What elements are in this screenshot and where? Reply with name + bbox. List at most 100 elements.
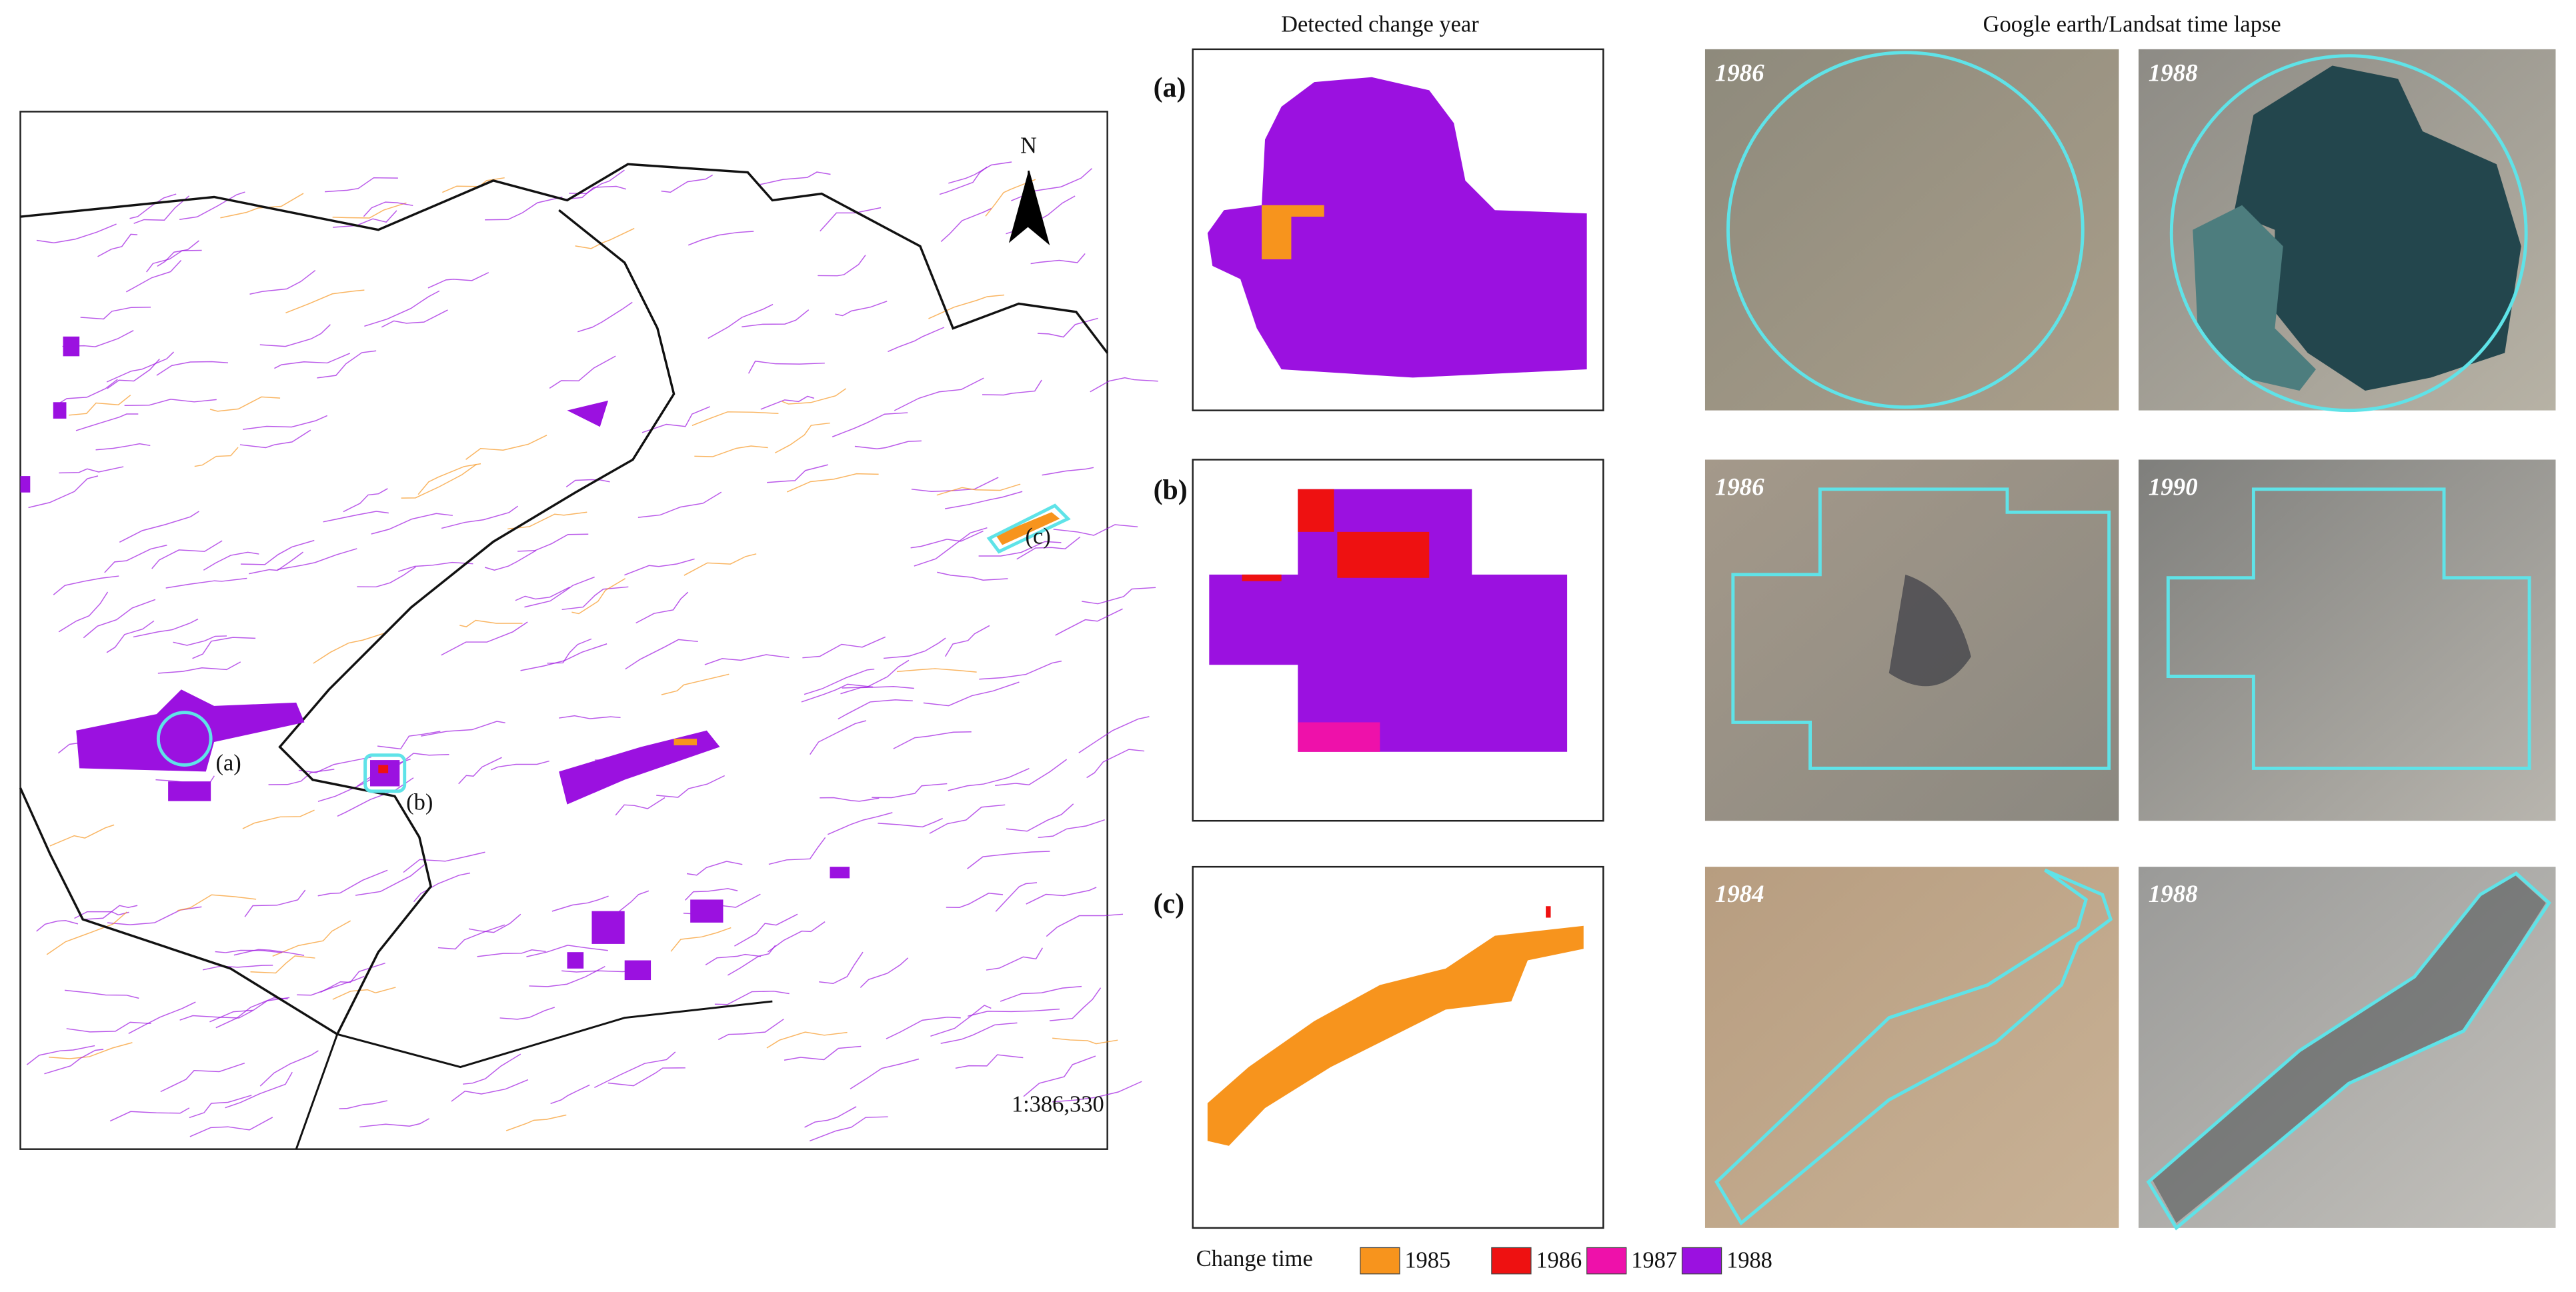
map-texture (624, 558, 695, 576)
site-outline (2169, 54, 2528, 413)
map-texture (910, 530, 984, 549)
map-texture (209, 997, 290, 1023)
map-texture (940, 208, 992, 243)
map-texture (804, 668, 875, 695)
map-texture (463, 1053, 521, 1085)
image (1704, 867, 2119, 1228)
map-texture (748, 360, 825, 374)
map-texture (458, 757, 502, 785)
patch (674, 739, 698, 745)
map-texture (490, 760, 549, 771)
map-texture (1042, 467, 1094, 476)
site-outline (1714, 868, 2113, 1226)
map-texture (313, 632, 387, 664)
map-texture (820, 207, 882, 232)
legend-title: Change time (1196, 1246, 1313, 1271)
map-texture (179, 191, 245, 220)
map-texture (979, 660, 1062, 680)
map-texture (124, 399, 217, 406)
map-texture (704, 654, 790, 665)
map-texture (332, 202, 407, 219)
patch (567, 952, 584, 969)
north-label: N (1020, 133, 1037, 159)
north-arrow (1008, 171, 1029, 243)
map-texture (818, 255, 866, 277)
map-texture (363, 201, 413, 217)
map-texture (888, 327, 945, 353)
map-texture (946, 893, 1004, 908)
map-texture (727, 945, 776, 976)
map-texture (75, 413, 139, 431)
change-area (1298, 489, 1334, 532)
map-texture (97, 233, 138, 257)
map-texture (1090, 377, 1158, 393)
map-texture (923, 681, 1020, 707)
map-texture (967, 851, 1050, 869)
map-texture (53, 575, 119, 595)
map-texture (274, 353, 351, 369)
map-texture (766, 1031, 848, 1049)
change-patches (20, 336, 1060, 981)
patch (567, 400, 609, 427)
patch (378, 765, 389, 773)
map-texture (107, 906, 202, 925)
map-frame (19, 111, 1108, 1150)
map-texture (801, 683, 874, 703)
map-texture (842, 659, 910, 689)
map-texture (459, 619, 523, 627)
site-marker (156, 711, 213, 767)
map-texture (441, 505, 519, 529)
satellite-image: 1986 (1704, 49, 2119, 411)
map-texture (49, 824, 115, 847)
map-texture (59, 466, 124, 474)
map-texture (1055, 608, 1123, 636)
patch (624, 960, 652, 981)
map-texture (285, 289, 365, 314)
map-texture (128, 1001, 196, 1034)
map-texture (477, 949, 546, 957)
map-texture (46, 911, 127, 955)
map-texture (317, 350, 377, 379)
map-texture (249, 269, 316, 295)
map-texture (529, 965, 605, 987)
map-texture (28, 475, 99, 509)
map-texture (575, 227, 635, 249)
change-area (1337, 531, 1430, 578)
detected-panel (1192, 459, 1604, 822)
map-texture (607, 1067, 686, 1087)
map-texture (109, 1107, 190, 1122)
map-texture (133, 618, 199, 638)
map-texture (151, 540, 223, 569)
map-texture (784, 1045, 862, 1061)
detected-panel (1192, 865, 1604, 1229)
panel-label: (a) (1154, 73, 1186, 103)
site-label: (b) (406, 789, 433, 815)
map-texture (944, 625, 990, 657)
year-label: 1986 (1715, 473, 1764, 500)
map-texture (507, 511, 587, 530)
map-texture (240, 539, 315, 565)
map-texture (615, 797, 666, 816)
map-texture (259, 1050, 319, 1087)
map-texture (398, 561, 473, 572)
map-texture (986, 947, 1044, 971)
satellite-image: 1988 (2139, 867, 2556, 1231)
map-texture (894, 377, 984, 411)
map-texture (995, 759, 1068, 787)
map-texture (661, 174, 714, 193)
legend-swatch (1491, 1247, 1532, 1275)
map-texture (320, 962, 385, 993)
overview-map: (a) (b) (c) N 1:386,330 (19, 111, 1158, 1150)
map-texture (760, 171, 831, 185)
legend: Change time 1985 1986 1987 1988 (1196, 1246, 1772, 1275)
map-texture (774, 422, 830, 454)
map-texture (850, 1058, 920, 1089)
map-texture (44, 1049, 104, 1075)
map-texture (670, 927, 732, 952)
patch (996, 512, 1060, 545)
map-texture (437, 924, 505, 950)
map-texture (968, 1008, 1060, 1017)
detected-panel (1192, 48, 1604, 411)
map-texture (401, 463, 477, 499)
map-texture (559, 715, 621, 719)
